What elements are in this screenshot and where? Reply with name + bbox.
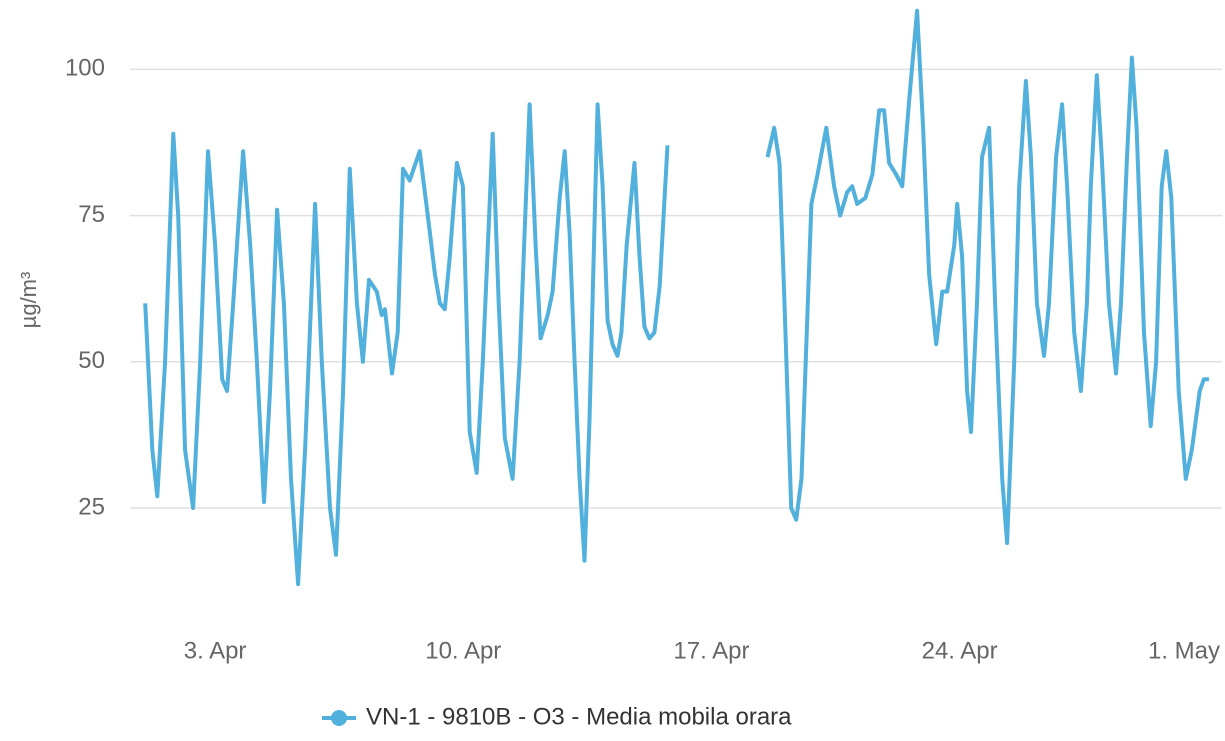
data-line: [143, 8, 1209, 587]
x-tick-label: 10. Apr: [425, 637, 501, 664]
y-tick-label: 50: [78, 347, 105, 374]
x-tick-label: 17. Apr: [673, 637, 749, 664]
legend-marker: [331, 710, 347, 726]
x-tick-label: 1. May: [1148, 637, 1220, 664]
y-axis-label: µg/m³: [16, 272, 41, 329]
y-tick-label: 100: [65, 55, 105, 82]
legend-label: VN-1 - 9810B - O3 - Media mobila orara: [366, 703, 792, 730]
y-tick-label: 25: [78, 493, 105, 520]
y-tick-label: 75: [78, 201, 105, 228]
x-tick-label: 3. Apr: [184, 637, 247, 664]
x-tick-label: 24. Apr: [922, 637, 998, 664]
